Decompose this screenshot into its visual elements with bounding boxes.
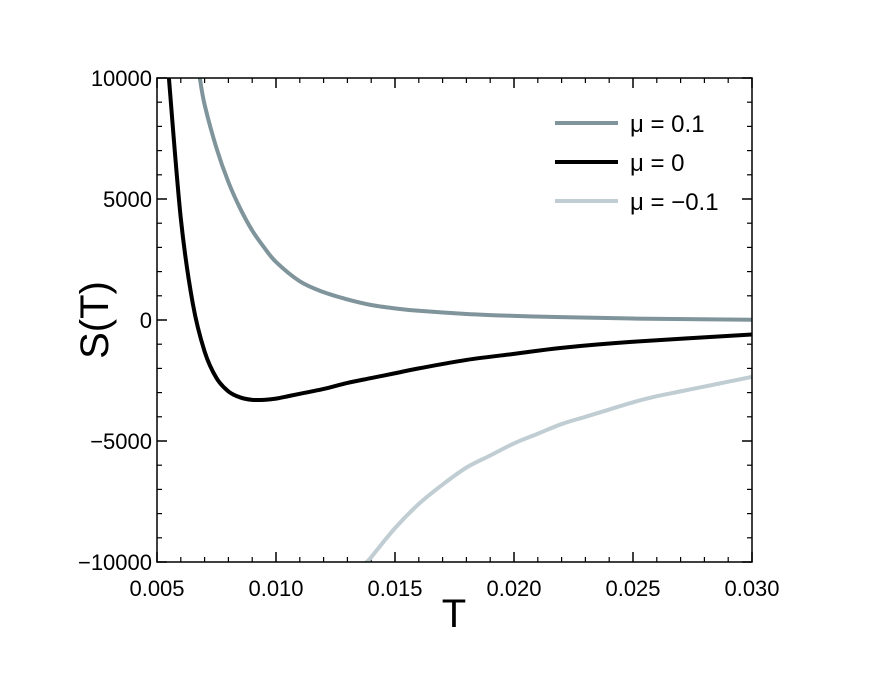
x-tick-label: 0.030 xyxy=(724,576,779,601)
legend-label-1: μ = 0.1 xyxy=(630,111,705,138)
x-tick-label: 0.015 xyxy=(367,576,422,601)
y-tick-label: −10000 xyxy=(78,550,152,575)
plot-area-frame xyxy=(156,77,753,563)
x-axis-title: T xyxy=(442,592,466,636)
series-line-3 xyxy=(364,374,752,562)
series-line-1 xyxy=(197,78,752,322)
legend-label-3: μ = −0.1 xyxy=(630,189,719,216)
x-tick-label: 0.010 xyxy=(248,576,303,601)
y-axis-title: S(T) xyxy=(73,281,117,359)
legend: μ = 0.1 μ = 0 μ = −0.1 xyxy=(555,111,719,216)
x-tick-label: 0.020 xyxy=(486,576,541,601)
y-tick-label: 5000 xyxy=(103,187,152,212)
x-tick-label: 0.025 xyxy=(605,576,660,601)
y-tick-label: 10000 xyxy=(91,66,152,91)
legend-label-2: μ = 0 xyxy=(630,150,685,177)
series-line-2 xyxy=(166,78,752,403)
y-tick-label: −5000 xyxy=(90,429,152,454)
x-tick-label: 0.005 xyxy=(129,576,184,601)
y-tick-label: 0 xyxy=(140,308,152,333)
